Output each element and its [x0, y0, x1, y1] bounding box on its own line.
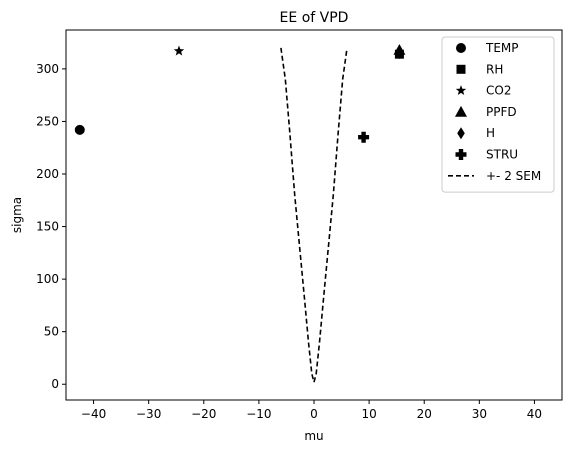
y-tick-label: 200	[36, 167, 59, 181]
y-tick-label: 150	[36, 220, 59, 234]
point-stru	[358, 131, 370, 143]
point-co2	[173, 45, 185, 56]
plot-area	[74, 43, 406, 383]
x-tick-label: 0	[310, 407, 318, 421]
legend-label: H	[486, 126, 495, 140]
legend-box	[441, 36, 555, 193]
legend-marker-stru	[455, 149, 467, 160]
x-tick-label: −10	[246, 407, 271, 421]
legend-marker-rh	[456, 64, 466, 74]
x-tick-label: −30	[136, 407, 161, 421]
y-axis-label: sigma	[10, 197, 24, 233]
sem-line-left	[280, 47, 315, 383]
point-h	[395, 47, 404, 60]
legend-marker-h	[457, 127, 465, 140]
x-axis-label: mu	[304, 429, 323, 443]
sem-line-right	[313, 47, 348, 383]
x-tick-label: 10	[361, 407, 376, 421]
point-temp	[74, 124, 85, 135]
legend-marker-ppfd	[455, 105, 467, 117]
legend-label: +- 2 SEM	[486, 169, 541, 183]
y-tick-label: 300	[36, 62, 59, 76]
legend-label: PPFD	[486, 105, 517, 119]
x-tick-label: −20	[191, 407, 216, 421]
x-tick-label: 40	[527, 407, 542, 421]
x-tick-label: −40	[81, 407, 106, 421]
chart-title: EE of VPD	[280, 10, 349, 26]
legend-marker-co2	[455, 85, 467, 96]
legend-label: RH	[486, 62, 503, 76]
y-axis-ticks: 0 50 100 150 200 250 300	[36, 62, 66, 391]
x-tick-label: 20	[417, 407, 432, 421]
legend-label: CO2	[486, 84, 511, 98]
x-tick-label: 30	[472, 407, 487, 421]
y-tick-label: 100	[36, 272, 59, 286]
legend-label: TEMP	[485, 41, 519, 55]
x-axis-ticks: −40 −30 −20 −10 0 10 20 30 40	[81, 400, 542, 421]
legend-marker-temp	[456, 43, 466, 53]
y-tick-label: 0	[51, 377, 59, 391]
legend-label: STRU	[486, 148, 518, 162]
legend: TEMP RH CO2 PPFD H STRU +- 2 SEM	[441, 36, 555, 193]
y-tick-label: 50	[44, 325, 59, 339]
y-tick-label: 250	[36, 114, 59, 128]
